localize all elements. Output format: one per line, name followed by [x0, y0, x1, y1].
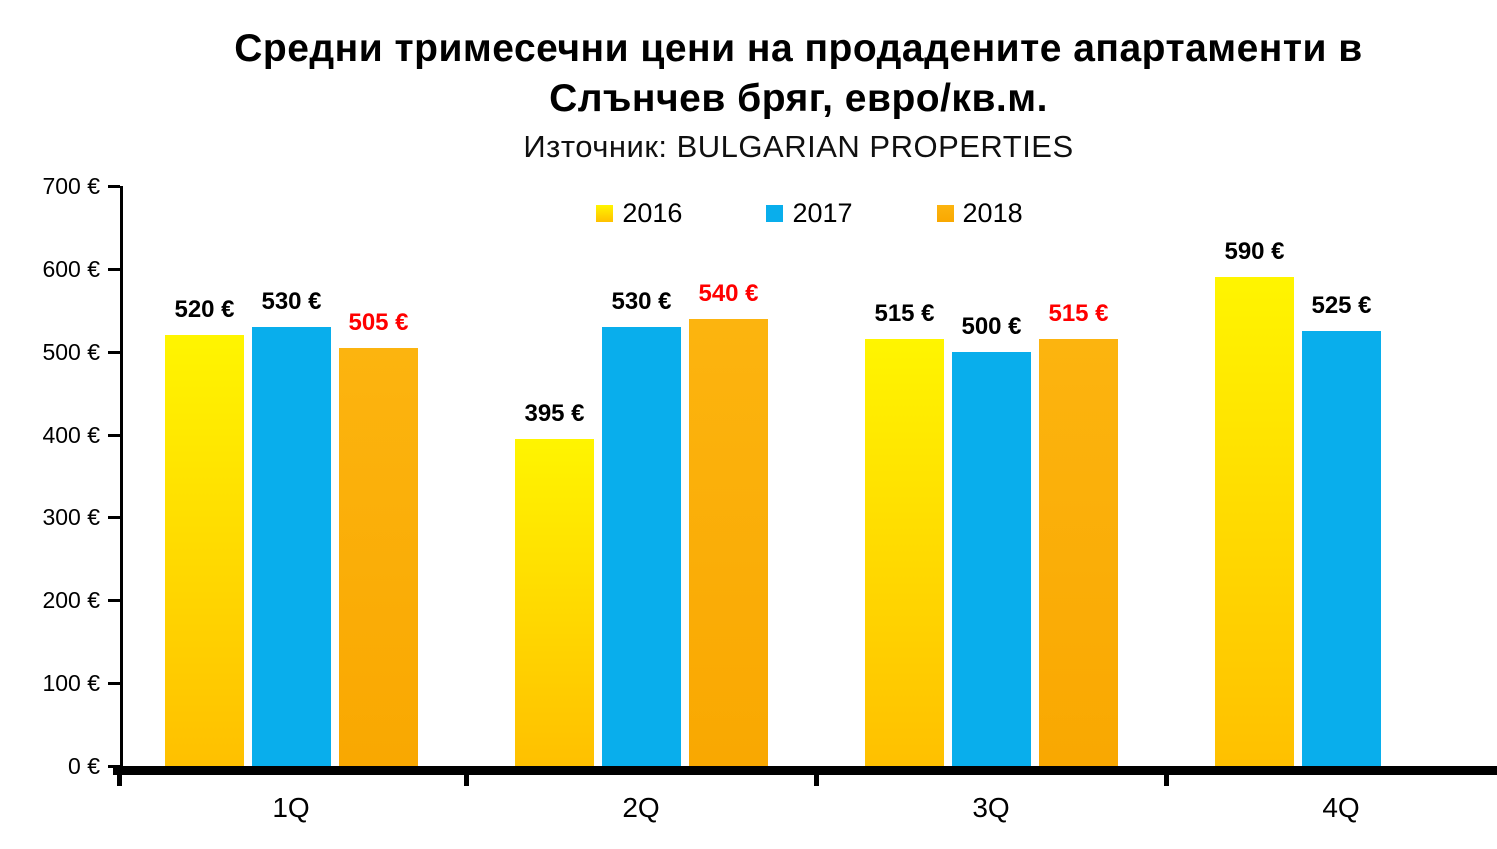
x-axis-line [113, 766, 1497, 775]
bar-label-2018-1Q: 505 € [348, 309, 409, 336]
y-axis-label: 400 € [42, 421, 100, 448]
bar-label-2017-4Q: 525 € [1311, 292, 1372, 319]
legend-item-2017: 2017 [766, 198, 853, 228]
chart-title: Средни тримесечни цени на продадените ап… [110, 24, 1487, 124]
bar-label-2017-3Q: 500 € [961, 313, 1022, 340]
bar-2017-2Q [602, 327, 681, 766]
bar-label-2018-2Q: 540 € [698, 280, 759, 307]
x-axis-label-2Q: 2Q [622, 792, 660, 823]
bar-2016-2Q [515, 439, 594, 766]
y-axis-tick [108, 682, 120, 686]
y-axis-label: 200 € [42, 587, 100, 614]
bar-2017-4Q [1302, 331, 1381, 766]
y-axis-tick [108, 433, 120, 437]
y-axis-tick [108, 267, 120, 271]
legend-item-2016: 2016 [596, 198, 682, 228]
x-axis-tick [814, 775, 819, 786]
legend-swatch-2018 [936, 204, 954, 222]
x-axis-tick [464, 775, 469, 786]
bar-label-2016-4Q: 590 € [1224, 238, 1285, 265]
legend: 2016 2017 2018 [122, 198, 1497, 228]
legend-label-2016: 2016 [622, 198, 683, 228]
bar-label-2018-3Q: 515 € [1048, 300, 1109, 327]
x-axis-label-4Q: 4Q [1322, 792, 1360, 823]
bar-2016-1Q [165, 335, 244, 766]
bar-label-2017-2Q: 530 € [611, 288, 672, 315]
bar-2018-1Q [339, 348, 418, 766]
chart-title-line1: Средни тримесечни цени на продадените ап… [234, 27, 1363, 70]
y-axis-line [120, 186, 123, 766]
legend-item-2018: 2018 [936, 198, 1023, 228]
y-axis-tick [108, 516, 120, 520]
y-axis-label: 100 € [42, 670, 100, 697]
legend-label-2017: 2017 [792, 198, 853, 228]
y-axis-label: 0 € [68, 753, 100, 779]
y-axis-label: 300 € [42, 504, 100, 531]
legend-label-2018: 2018 [962, 198, 1023, 228]
y-axis-label: 600 € [42, 255, 100, 282]
bar-2016-4Q [1215, 277, 1294, 766]
bar-2016-3Q [865, 339, 944, 766]
bar-label-2016-1Q: 520 € [174, 296, 235, 323]
x-axis-tick [117, 775, 122, 786]
chart-title-block: Средни тримесечни цени на продадените ап… [110, 24, 1487, 165]
legend-swatch-2017 [766, 204, 784, 222]
bar-label-2016-2Q: 395 € [524, 400, 585, 427]
chart-title-line2: Слънчев бряг, евро/кв.м. [549, 77, 1048, 120]
chart-source: Източник: BULGARIAN PROPERTIES [523, 129, 1074, 164]
y-axis-tick [108, 185, 120, 188]
y-axis-label: 700 € [42, 173, 100, 199]
y-axis-tick [108, 350, 120, 354]
bar-label-2016-3Q: 515 € [874, 300, 935, 327]
bar-2018-3Q [1039, 339, 1118, 766]
y-axis-label: 500 € [42, 338, 100, 365]
y-axis-tick [108, 599, 120, 603]
legend-swatch-2016 [596, 204, 614, 222]
x-axis-tick [1164, 775, 1169, 786]
bar-label-2017-1Q: 530 € [261, 288, 322, 315]
bar-2017-3Q [952, 352, 1031, 766]
x-axis-label-3Q: 3Q [972, 792, 1010, 823]
bar-2018-2Q [689, 319, 768, 766]
bar-2017-1Q [252, 327, 331, 766]
x-axis-label-1Q: 1Q [272, 792, 310, 823]
